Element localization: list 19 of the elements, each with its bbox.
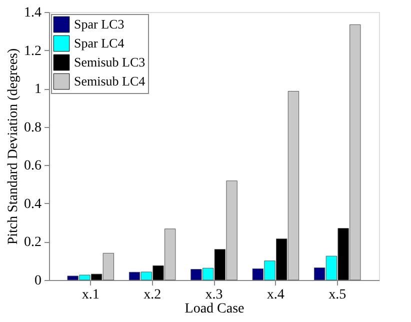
y-tick-label: 1 [34, 82, 42, 98]
y-tick-label: 0.2 [24, 235, 42, 250]
x-axis-title: Load Case [184, 302, 244, 316]
x-tick-label: x.3 [205, 288, 223, 302]
x-tick-label: x.5 [328, 288, 346, 302]
x-tick-label: x.2 [144, 288, 162, 302]
legend-label: Spar LC3 [74, 16, 124, 32]
y-tick-label: 0.4 [24, 196, 42, 212]
x-tick-label: x.1 [82, 288, 100, 302]
legend-label: Spar LC4 [74, 36, 125, 50]
y-tick-label: 0 [34, 274, 42, 288]
y-tick-label: 0.6 [24, 158, 42, 174]
y-tick-label: 0.8 [24, 120, 42, 136]
legend-label: Semisub LC3 [74, 54, 146, 70]
y-tick-label: 1.2 [24, 44, 42, 59]
y-tick-label: 1.4 [24, 6, 42, 20]
y-axis-title: Pitch Standard Deviation (degrees) [6, 48, 21, 245]
x-tick-label: x.4 [266, 288, 284, 302]
legend-label: Semisub LC4 [74, 74, 146, 88]
